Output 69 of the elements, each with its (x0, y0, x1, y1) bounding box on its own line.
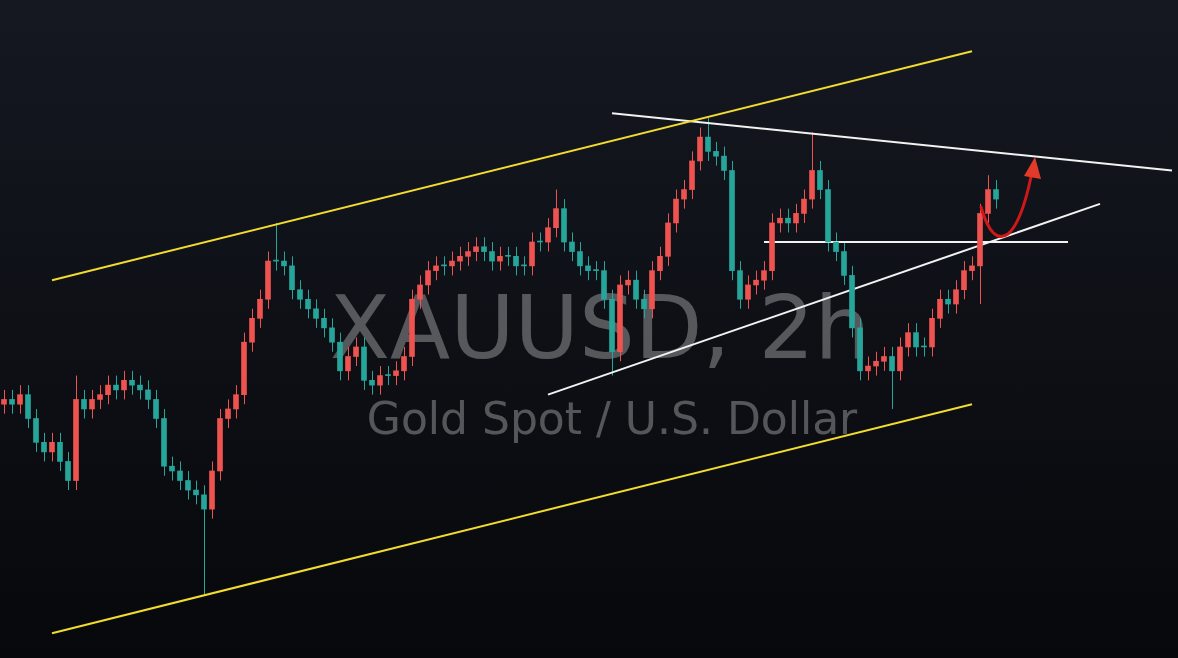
candlestick (177, 460, 183, 491)
candlestick (9, 389, 15, 415)
candlestick (313, 298, 319, 329)
candlestick (705, 117, 711, 162)
candlestick (65, 451, 71, 491)
candlestick (473, 236, 479, 262)
candlestick (153, 389, 159, 429)
candlestick (969, 255, 975, 281)
candlestick (57, 432, 63, 472)
candlestick (305, 289, 311, 319)
candlestick (721, 146, 727, 181)
candlestick (225, 398, 231, 429)
candlestick (89, 389, 95, 420)
candlestick (513, 246, 519, 276)
candlestick (585, 255, 591, 281)
candlestick (881, 346, 887, 372)
candlestick (281, 251, 287, 276)
candlestick (233, 384, 239, 420)
candlestick (169, 456, 175, 482)
candlestick (961, 260, 967, 300)
candlestick (577, 241, 583, 276)
candlestick (545, 217, 551, 253)
candlestick (833, 231, 839, 262)
candlestick (785, 208, 791, 233)
candlestick (505, 246, 511, 267)
candlestick (913, 322, 919, 357)
candlestick (993, 179, 999, 210)
candlestick (457, 246, 463, 272)
candlestick (569, 231, 575, 262)
candlestick (489, 241, 495, 272)
text: Gold Spot / U.S. Dollar (366, 393, 859, 444)
candlestick (321, 308, 327, 338)
candlestick (553, 189, 559, 238)
candlestick (433, 255, 439, 281)
candlestick (497, 246, 503, 272)
candlestick (465, 241, 471, 267)
candlestick (257, 289, 263, 329)
candlestick (905, 322, 911, 357)
candlestick (681, 179, 687, 210)
candlestick (713, 141, 719, 167)
candlestick (889, 346, 895, 410)
candlestick (145, 379, 151, 410)
candlestick (793, 203, 799, 233)
candlestick (201, 484, 207, 596)
candlestick (953, 279, 959, 315)
candlestick (801, 189, 807, 224)
candlestick (17, 384, 23, 415)
candlestick (193, 480, 199, 505)
candlestick (593, 260, 599, 281)
candlestick (49, 432, 55, 462)
candlestick (945, 289, 951, 315)
candlestick (937, 289, 943, 329)
candlestick (121, 370, 127, 400)
candlestick (81, 389, 87, 420)
candlestick (449, 251, 455, 276)
candlestick (1, 389, 7, 415)
candlestick (185, 470, 191, 501)
candlestick (129, 370, 135, 396)
candlestick (817, 160, 823, 200)
candlestick (481, 236, 487, 262)
candlestick (137, 375, 143, 400)
candlestick (41, 432, 47, 462)
candlestick (873, 351, 879, 377)
candlestick (105, 375, 111, 405)
candlestick (657, 246, 663, 281)
candlestick (297, 279, 303, 310)
candlestick (113, 375, 119, 400)
candlestick (97, 384, 103, 410)
candlestick (777, 208, 783, 233)
